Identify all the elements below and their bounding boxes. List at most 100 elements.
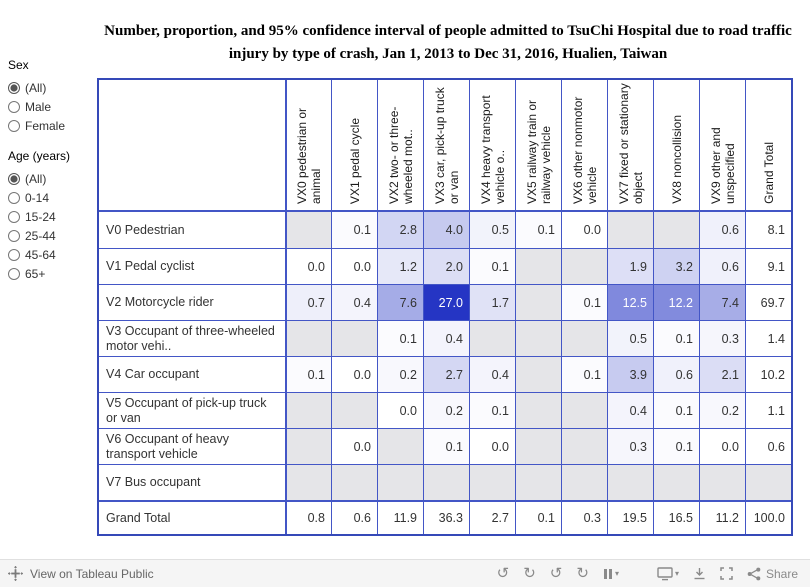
value-cell[interactable]: 2.7: [423, 357, 469, 392]
row-label[interactable]: V6 Occupant of heavy transport vehicle: [99, 429, 285, 464]
empty-cell[interactable]: [515, 429, 561, 464]
age-radio-all[interactable]: [8, 172, 20, 185]
value-cell[interactable]: 0.6: [745, 429, 791, 464]
value-cell[interactable]: 0.6: [653, 357, 699, 392]
value-cell[interactable]: 2.0: [423, 249, 469, 284]
empty-cell[interactable]: [515, 249, 561, 284]
value-cell[interactable]: 1.9: [607, 249, 653, 284]
value-cell[interactable]: 1.4: [745, 321, 791, 356]
value-cell[interactable]: 0.7: [285, 285, 331, 320]
empty-cell[interactable]: [285, 212, 331, 248]
undo-icon[interactable]: ↺: [496, 565, 510, 582]
value-cell[interactable]: 0.1: [653, 429, 699, 464]
pause-button[interactable]: ▾: [603, 568, 619, 580]
download-button[interactable]: [693, 567, 706, 580]
row-label[interactable]: V2 Motorcycle rider: [99, 285, 285, 320]
value-cell[interactable]: 16.5: [653, 502, 699, 534]
value-cell[interactable]: 0.0: [331, 429, 377, 464]
device-layout-button[interactable]: ▾: [657, 566, 679, 581]
value-cell[interactable]: 4.0: [423, 212, 469, 248]
empty-cell[interactable]: [285, 465, 331, 500]
toolbar-left[interactable]: View on Tableau Public: [8, 566, 154, 581]
value-cell[interactable]: 12.5: [607, 285, 653, 320]
value-cell[interactable]: 11.2: [699, 502, 745, 534]
value-cell[interactable]: 0.2: [699, 393, 745, 428]
value-cell[interactable]: 9.1: [745, 249, 791, 284]
row-label[interactable]: Grand Total: [99, 502, 285, 534]
empty-cell[interactable]: [377, 465, 423, 500]
empty-cell[interactable]: [515, 465, 561, 500]
empty-cell[interactable]: [607, 465, 653, 500]
row-label[interactable]: V3 Occupant of three-wheeled motor vehi.…: [99, 321, 285, 356]
value-cell[interactable]: 0.1: [331, 212, 377, 248]
value-cell[interactable]: 0.3: [561, 502, 607, 534]
value-cell[interactable]: 1.7: [469, 285, 515, 320]
value-cell[interactable]: 0.6: [699, 212, 745, 248]
value-cell[interactable]: 0.2: [377, 357, 423, 392]
column-header[interactable]: VX3 car, pick-up truck or van: [423, 80, 469, 210]
value-cell[interactable]: 19.5: [607, 502, 653, 534]
value-cell[interactable]: 0.1: [423, 429, 469, 464]
row-label[interactable]: V0 Pedestrian: [99, 212, 285, 248]
column-header[interactable]: VX5 railway train or railway vehicle: [515, 80, 561, 210]
value-cell[interactable]: 0.1: [561, 357, 607, 392]
age-radio-25-44[interactable]: [8, 229, 20, 242]
value-cell[interactable]: 0.4: [469, 357, 515, 392]
value-cell[interactable]: 0.1: [515, 212, 561, 248]
value-cell[interactable]: 27.0: [423, 285, 469, 320]
empty-cell[interactable]: [515, 285, 561, 320]
value-cell[interactable]: 0.4: [331, 285, 377, 320]
sex-option-all[interactable]: (All): [8, 78, 96, 97]
value-cell[interactable]: 2.7: [469, 502, 515, 534]
age-radio-65plus[interactable]: [8, 267, 20, 280]
age-option-65plus[interactable]: 65+: [8, 264, 96, 283]
row-label[interactable]: V1 Pedal cyclist: [99, 249, 285, 284]
empty-cell[interactable]: [285, 321, 331, 356]
value-cell[interactable]: 100.0: [745, 502, 791, 534]
value-cell[interactable]: 0.6: [699, 249, 745, 284]
column-header[interactable]: VX0 pedestrian or animal: [285, 80, 331, 210]
fullscreen-button[interactable]: [720, 567, 733, 580]
value-cell[interactable]: 2.8: [377, 212, 423, 248]
sex-radio-all[interactable]: [8, 81, 20, 94]
age-radio-0-14[interactable]: [8, 191, 20, 204]
empty-cell[interactable]: [745, 465, 791, 500]
value-cell[interactable]: 12.2: [653, 285, 699, 320]
value-cell[interactable]: 0.1: [469, 249, 515, 284]
empty-cell[interactable]: [285, 429, 331, 464]
column-header[interactable]: VX7 fixed or stationary object: [607, 80, 653, 210]
age-radio-15-24[interactable]: [8, 210, 20, 223]
value-cell[interactable]: 0.1: [653, 393, 699, 428]
empty-cell[interactable]: [561, 393, 607, 428]
value-cell[interactable]: 1.1: [745, 393, 791, 428]
sex-radio-female[interactable]: [8, 119, 20, 132]
column-header[interactable]: VX2 two- or three-wheeled mot..: [377, 80, 423, 210]
column-header[interactable]: VX4 heavy transport vehicle o..: [469, 80, 515, 210]
empty-cell[interactable]: [561, 321, 607, 356]
age-option-15-24[interactable]: 15-24: [8, 207, 96, 226]
empty-cell[interactable]: [515, 321, 561, 356]
value-cell[interactable]: 0.4: [607, 393, 653, 428]
value-cell[interactable]: 0.8: [285, 502, 331, 534]
view-on-tableau-link[interactable]: View on Tableau Public: [30, 566, 154, 581]
age-option-45-64[interactable]: 45-64: [8, 245, 96, 264]
empty-cell[interactable]: [699, 465, 745, 500]
age-option-0-14[interactable]: 0-14: [8, 188, 96, 207]
column-header[interactable]: VX9 other and unspecified: [699, 80, 745, 210]
sex-radio-male[interactable]: [8, 100, 20, 113]
empty-cell[interactable]: [653, 212, 699, 248]
value-cell[interactable]: 0.3: [699, 321, 745, 356]
value-cell[interactable]: 0.0: [561, 212, 607, 248]
value-cell[interactable]: 36.3: [423, 502, 469, 534]
row-label[interactable]: V7 Bus occupant: [99, 465, 285, 500]
empty-cell[interactable]: [469, 321, 515, 356]
empty-cell[interactable]: [377, 429, 423, 464]
value-cell[interactable]: 0.0: [469, 429, 515, 464]
sex-option-female[interactable]: Female: [8, 116, 96, 135]
empty-cell[interactable]: [423, 465, 469, 500]
value-cell[interactable]: 8.1: [745, 212, 791, 248]
row-label[interactable]: V4 Car occupant: [99, 357, 285, 392]
value-cell[interactable]: 3.9: [607, 357, 653, 392]
value-cell[interactable]: 11.9: [377, 502, 423, 534]
value-cell[interactable]: 10.2: [745, 357, 791, 392]
